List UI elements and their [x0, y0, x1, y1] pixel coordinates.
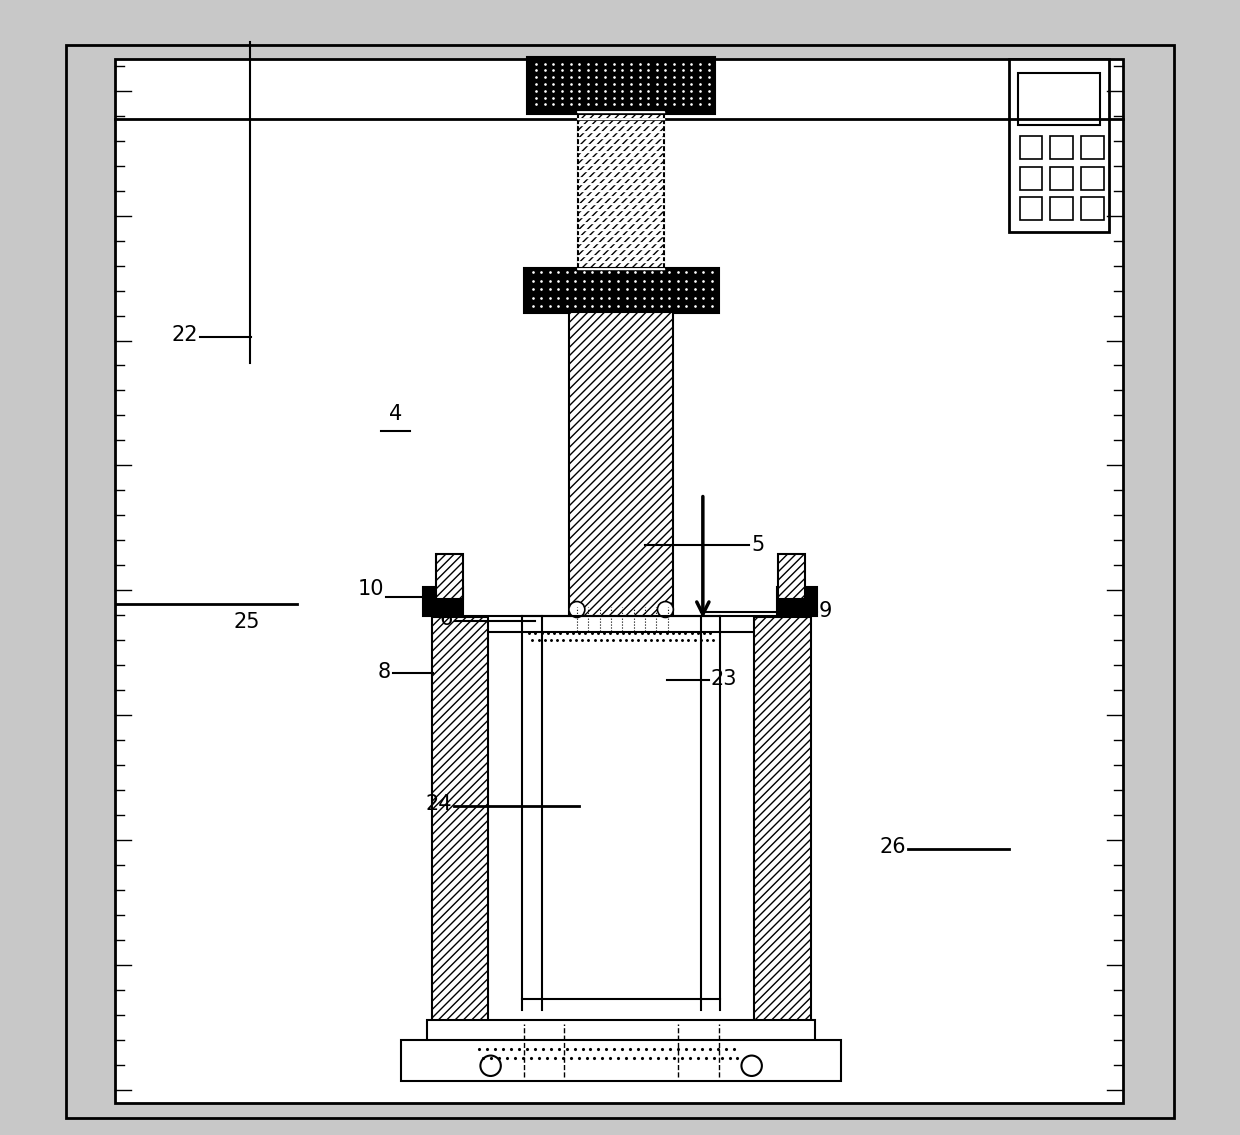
Bar — [1081, 197, 1104, 220]
Text: 9: 9 — [818, 600, 832, 621]
Text: 5: 5 — [751, 535, 765, 555]
Bar — [427, 1020, 815, 1041]
Text: 26: 26 — [879, 836, 906, 857]
Bar — [777, 554, 805, 599]
Text: 4: 4 — [388, 404, 402, 424]
Bar — [776, 587, 817, 616]
Bar — [1019, 197, 1042, 220]
Text: 22: 22 — [171, 325, 198, 345]
Bar — [401, 1040, 841, 1081]
Bar — [754, 617, 811, 1024]
Text: 23: 23 — [711, 669, 738, 689]
Bar — [527, 57, 715, 114]
Circle shape — [480, 1056, 501, 1076]
Bar — [578, 112, 665, 269]
Bar — [115, 59, 1122, 1103]
Text: 24: 24 — [425, 793, 453, 814]
Text: 10: 10 — [357, 579, 384, 599]
Bar — [436, 554, 464, 599]
Bar — [1081, 167, 1104, 190]
Bar — [1050, 197, 1073, 220]
Bar — [1081, 136, 1104, 159]
Bar — [1050, 167, 1073, 190]
Bar — [523, 268, 719, 313]
Circle shape — [657, 602, 673, 617]
Bar — [1009, 59, 1110, 232]
Circle shape — [742, 1056, 761, 1076]
Bar — [1050, 136, 1073, 159]
Bar — [1019, 167, 1042, 190]
Bar — [1018, 73, 1100, 125]
Bar — [443, 616, 800, 632]
Text: 25: 25 — [233, 612, 260, 632]
Circle shape — [569, 602, 585, 617]
Text: 6: 6 — [440, 608, 453, 629]
Bar — [1019, 136, 1042, 159]
Bar — [569, 312, 673, 621]
Text: 8: 8 — [378, 662, 391, 682]
Bar — [432, 617, 489, 1024]
Bar — [423, 587, 464, 616]
